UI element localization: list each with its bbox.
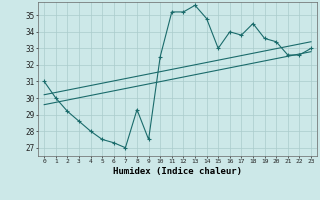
X-axis label: Humidex (Indice chaleur): Humidex (Indice chaleur) [113, 167, 242, 176]
